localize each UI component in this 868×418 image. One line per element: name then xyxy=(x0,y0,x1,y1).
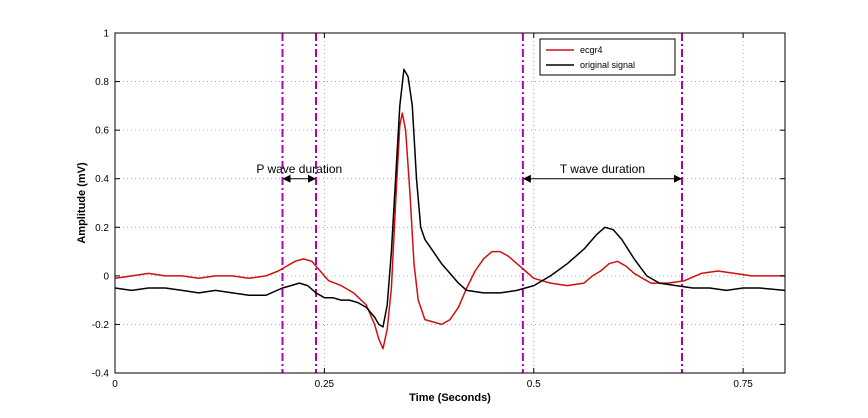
p-wave-label: P wave duration xyxy=(256,162,342,176)
x-tick-label: 0.5 xyxy=(527,379,541,390)
vertical-markers xyxy=(281,33,683,373)
y-tick-label: 0.8 xyxy=(95,77,109,88)
y-axis-label: Amplitude (mV) xyxy=(76,162,88,244)
plot-area-frame xyxy=(114,32,786,374)
x-axis-label: Time (Seconds) xyxy=(409,392,491,404)
x-tick-label: 0.25 xyxy=(315,379,335,390)
t-wave-label: T wave duration xyxy=(560,162,645,176)
series-line-ecgr4 xyxy=(114,112,785,350)
legend-box xyxy=(539,38,676,76)
annotations: P wave duration T wave duration xyxy=(256,162,682,183)
axis-ticks: 0 0.25 0.5 0.75 -0.4 -0.2 0 0.2 0.4 0.6 0.8 1 xyxy=(92,29,785,390)
y-tick-label: -0.4 xyxy=(92,369,110,380)
y-tick-label: 1 xyxy=(103,29,109,40)
y-tick-label: 0.4 xyxy=(95,174,109,185)
legend-entry-label: ecgr4 xyxy=(580,45,603,55)
y-tick-label: 0 xyxy=(103,271,109,282)
x-tick-label: 0.75 xyxy=(733,379,753,390)
legend-entry-label: original signal xyxy=(580,60,635,70)
grid-lines xyxy=(115,33,785,373)
series-lines xyxy=(114,68,786,350)
x-tick-label: 0 xyxy=(112,379,118,390)
y-tick-label: -0.2 xyxy=(92,320,110,331)
y-tick-label: 0.6 xyxy=(95,126,109,137)
y-tick-label: 0.2 xyxy=(95,223,109,234)
series-line-original-signal xyxy=(114,68,786,328)
legend: ecgr4 original signal xyxy=(539,38,676,76)
